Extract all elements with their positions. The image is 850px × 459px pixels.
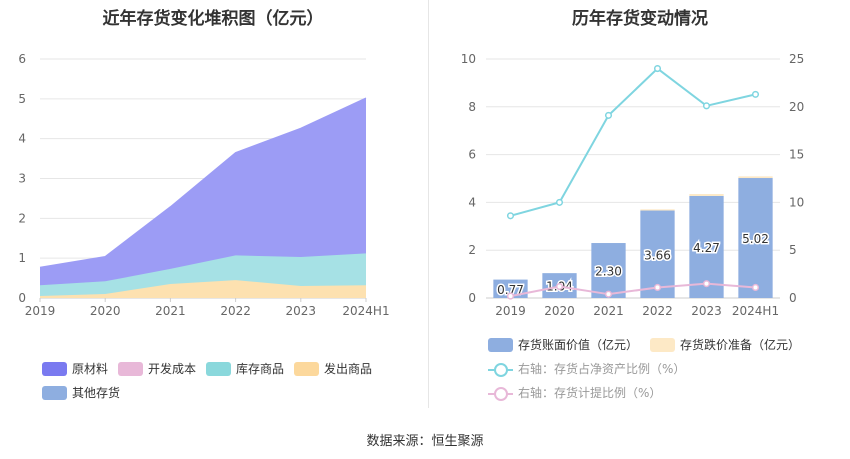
right-y2-tick: 15 [789, 148, 804, 162]
bar-存货账面价值（亿元） [591, 243, 626, 298]
line-point [555, 282, 564, 291]
right-x-tick: 2023 [691, 304, 722, 318]
legend-swatch [488, 362, 513, 377]
right-chart-title: 历年存货变动情况 [572, 9, 708, 29]
right-y-tick: 4 [468, 195, 476, 209]
legend-swatch [42, 385, 67, 400]
legend-label: 开发成本 [148, 362, 197, 376]
legend-label: 库存商品 [236, 362, 285, 376]
left-legend-item[interactable]: 发出商品 [294, 360, 372, 377]
line-右轴：存货占净资产比例（%） [510, 67, 756, 217]
right-legend-item[interactable]: 右轴：存货计提比例（%） [488, 384, 661, 401]
legend-label: 存货账面价值（亿元） [518, 338, 639, 352]
right-legend-item[interactable]: 右轴：存货占净资产比例（%） [488, 360, 685, 377]
legend-swatch [294, 361, 319, 376]
legend-swatch [488, 386, 513, 401]
line-point [604, 111, 613, 119]
right-y2-tick: 0 [789, 291, 797, 305]
panel-divider [428, 0, 429, 408]
bar-存货跌价准备（亿元） [640, 209, 675, 211]
left-x-tick: 2022 [220, 304, 251, 318]
left-x-tick: 2021 [155, 304, 186, 318]
line-右轴：存货计提比例（%） [510, 282, 756, 298]
legend-label: 存货跌价准备（亿元） [680, 338, 801, 352]
legend-label: 发出商品 [324, 362, 373, 376]
bar-存货跌价准备（亿元） [738, 176, 773, 179]
left-legend-item[interactable]: 库存商品 [206, 360, 284, 377]
legend-swatch [42, 361, 67, 376]
right-x-tick: 2022 [642, 304, 673, 318]
left-y-tick: 1 [18, 251, 26, 265]
legend-swatch [118, 361, 143, 376]
right-legend-item[interactable]: 存货跌价准备（亿元） [650, 336, 800, 353]
line-point [506, 292, 515, 300]
bar-data-label: 5.02 [742, 232, 769, 246]
area-edge-原材料 [39, 97, 367, 268]
legend-swatch [206, 361, 231, 376]
line-point [506, 212, 515, 220]
left-y-tick: 6 [18, 52, 26, 66]
right-y2-tick: 20 [789, 100, 804, 114]
line-point [751, 90, 760, 98]
left-x-tick: 2020 [90, 304, 121, 318]
left-legend-item[interactable]: 原材料 [42, 360, 108, 377]
left-x-tick: 2024H1 [342, 304, 389, 318]
legend-label: 右轴：存货占净资产比例（%） [518, 362, 686, 376]
line-point [604, 290, 613, 298]
bar-存货跌价准备（亿元） [689, 194, 724, 196]
right-x-tick: 2020 [544, 304, 575, 318]
line-point [751, 283, 760, 292]
bar-存货账面价值（亿元） [640, 210, 675, 298]
data-source: 数据来源：恒生聚源 [366, 434, 484, 449]
right-y-tick: 0 [468, 291, 476, 305]
right-x-tick: 2021 [593, 304, 624, 318]
bar-存货账面价值（亿元） [738, 178, 773, 298]
area-库存商品 [40, 253, 366, 297]
right-legend-item[interactable]: 存货账面价值（亿元） [488, 336, 638, 353]
right-y2-tick: 10 [789, 195, 804, 209]
legend-label: 其他存货 [72, 386, 121, 400]
line-point [702, 102, 711, 110]
right-y-tick: 8 [468, 100, 476, 114]
bar-data-label: 4.27 [693, 241, 720, 255]
right-y-tick: 6 [468, 148, 476, 162]
left-y-tick: 0 [18, 291, 26, 305]
left-y-tick: 2 [18, 211, 26, 225]
left-x-tick: 2019 [25, 304, 56, 318]
right-y2-tick: 25 [789, 52, 804, 66]
left-y-tick: 3 [18, 172, 26, 186]
line-point [702, 280, 711, 288]
legend-swatch [650, 337, 675, 352]
right-y-tick: 10 [461, 52, 476, 66]
right-x-tick: 2019 [495, 304, 526, 318]
left-legend-item[interactable]: 其他存货 [42, 384, 120, 401]
legend-swatch [488, 337, 513, 352]
line-point [653, 283, 662, 292]
bar-data-label: 3.66 [644, 248, 671, 262]
bar-data-label: 2.30 [595, 265, 622, 279]
left-y-tick: 5 [18, 92, 26, 106]
line-point [653, 65, 662, 73]
right-x-tick: 2024H1 [732, 304, 779, 318]
legend-label: 原材料 [72, 362, 109, 376]
line-point [555, 198, 564, 206]
area-原材料 [40, 98, 366, 286]
left-chart-title: 近年存货变化堆积图（亿元） [102, 9, 324, 29]
left-y-tick: 4 [18, 132, 26, 146]
right-y2-tick: 5 [789, 243, 797, 257]
right-y-tick: 2 [468, 243, 476, 257]
left-x-tick: 2023 [286, 304, 317, 318]
left-legend-item[interactable]: 开发成本 [118, 360, 196, 377]
legend-label: 右轴：存货计提比例（%） [518, 386, 662, 400]
